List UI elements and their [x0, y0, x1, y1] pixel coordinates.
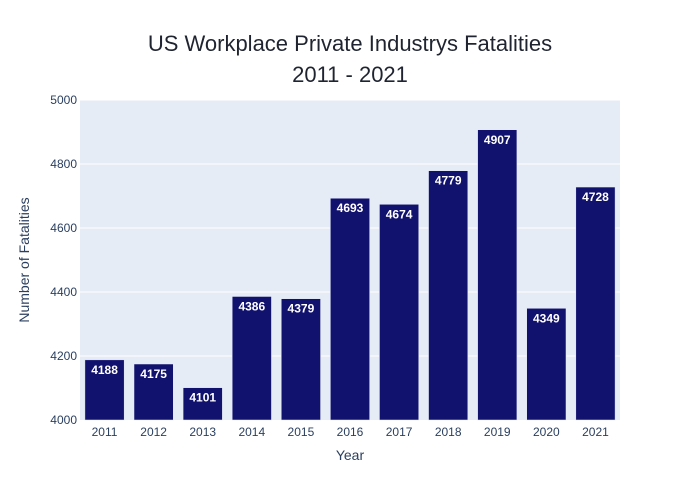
x-tick-label: 2011 [92, 425, 118, 439]
y-axis-ticks: 4000 4200 4400 4600 4800 5000 [50, 93, 77, 427]
bar-value-label: 4101 [189, 391, 216, 405]
y-tick-label: 4400 [50, 285, 77, 299]
bar-2016 [330, 197, 370, 421]
y-tick-label: 4600 [50, 221, 77, 235]
bar-value-label: 4349 [533, 311, 560, 325]
bar-value-label: 4907 [484, 133, 511, 147]
x-tick-label: 2015 [288, 425, 315, 439]
chart-subtitle: 2011 - 2021 [292, 62, 408, 87]
x-tick-label: 2017 [386, 425, 413, 439]
x-tick-label: 2016 [337, 425, 364, 439]
bar-value-label: 4674 [386, 207, 413, 221]
y-tick-label: 4000 [50, 413, 77, 427]
bar-2018 [428, 170, 469, 421]
bar-2020 [526, 308, 567, 421]
x-tick-label: 2018 [435, 425, 462, 439]
bar-value-label: 4188 [91, 363, 118, 377]
x-tick-label: 2012 [140, 425, 167, 439]
x-tick-label: 2014 [238, 425, 265, 439]
x-tick-label: 2019 [484, 425, 511, 439]
y-tick-label: 4200 [50, 349, 77, 363]
x-axis-ticks: 2011 2012 2013 2014 2015 2016 2017 2018 2019 2020… [92, 425, 609, 439]
bar-2015 [281, 298, 321, 421]
bar-2011 [84, 359, 125, 421]
bar-value-label: 4386 [238, 299, 265, 313]
bar-2012 [133, 363, 174, 421]
bar-value-label: 4693 [337, 201, 364, 215]
bar-2019 [477, 129, 518, 421]
bar-value-label: 4175 [140, 367, 167, 381]
y-tick-label: 4800 [50, 157, 77, 171]
x-tick-label: 2021 [582, 425, 609, 439]
bars: 4188 4175 4101 4386 4379 4693 4674 4779 4907 4349… [84, 129, 616, 421]
bar-2021 [575, 186, 616, 421]
bar-value-label: 4779 [435, 174, 462, 188]
x-tick-label: 2013 [189, 425, 216, 439]
bar-value-label: 4728 [582, 190, 609, 204]
chart-title: US Workplace Private Industrys Fatalitie… [148, 31, 552, 56]
x-axis-title: Year [336, 447, 365, 463]
bar-2017 [379, 204, 419, 421]
x-tick-label: 2020 [533, 425, 560, 439]
bar-2014 [231, 296, 272, 421]
bar-value-label: 4379 [288, 302, 315, 316]
y-axis-title: Number of Fatalities [16, 197, 32, 322]
bar-2013 [182, 387, 223, 421]
y-tick-label: 5000 [50, 93, 77, 107]
